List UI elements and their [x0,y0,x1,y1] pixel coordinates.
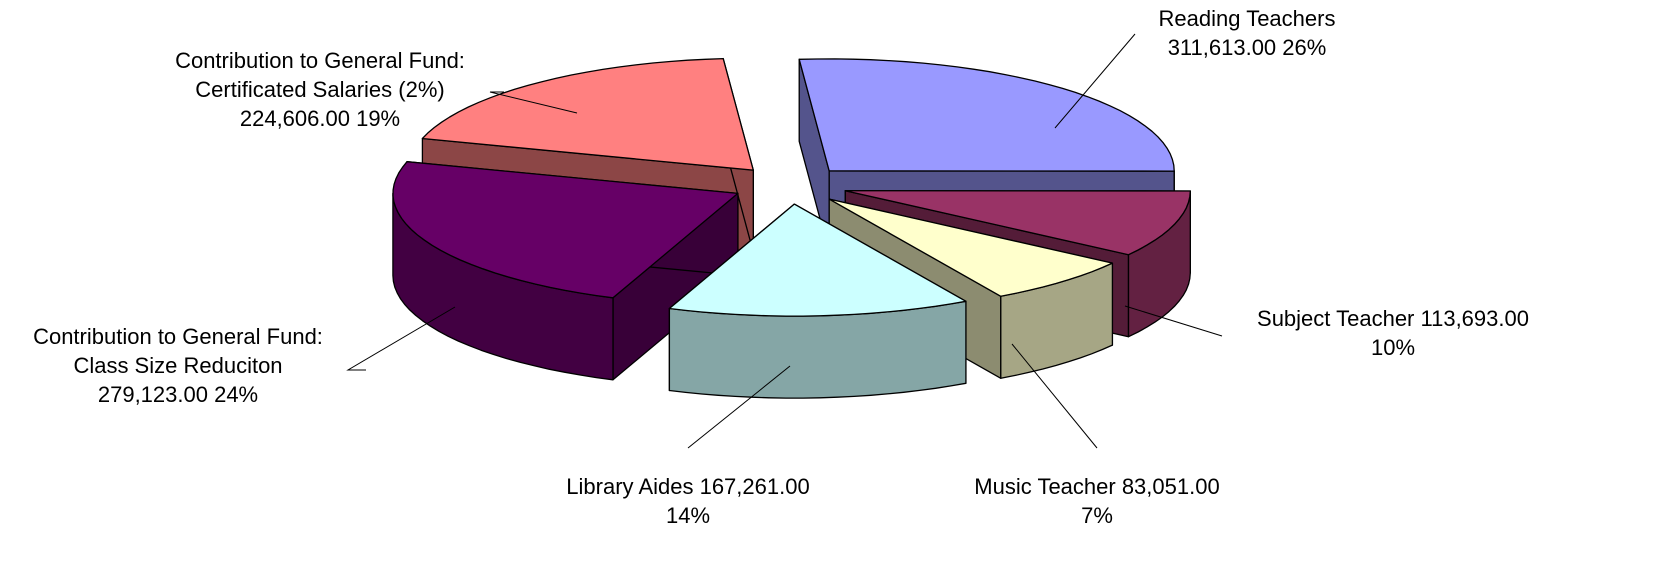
data-label-line: Contribution to General Fund: [175,48,465,73]
slice-top [421,57,754,171]
slice-top [844,190,1191,256]
data-label-reading-teachers: Reading Teachers 311,613.00 26% [1159,6,1336,60]
data-label-line: 10% [1371,335,1415,360]
data-label-line: 311,613.00 26% [1168,35,1327,60]
data-label-music-teacher: Music Teacher 83,051.00 7% [974,474,1219,528]
leader-lines [346,33,1223,449]
slice-top [828,198,1114,297]
slice-library-aides [668,203,967,399]
data-label-line: 279,123.00 24% [98,382,258,407]
labels-layer: Reading Teachers 311,613.00 26% Subject Te… [33,6,1529,528]
data-label-line: Reading Teachers [1159,6,1336,31]
data-label-line: Class Size Reduciton [73,353,282,378]
data-label-library-aides: Library Aides 167,261.00 14% [566,474,809,528]
leader-line-contribution-to-general-fund-class-size-reduciton [346,306,456,371]
leader-line-subject-teacher [1124,305,1223,337]
data-label-line: 14% [666,503,710,528]
data-label-line: Contribution to General Fund: [33,324,323,349]
slices-layer [392,57,1191,399]
slice-top [668,203,967,317]
slice-contribution-to-general-fund-class-size-reduciton [392,161,739,381]
data-label-contribution-to-general-fund-certificated-salaries-2: Contribution to General Fund: Certificate… [175,48,465,131]
data-label-subject-teacher: Subject Teacher 113,693.00 10% [1257,306,1529,360]
data-label-line: Music Teacher 83,051.00 [974,474,1219,499]
leader-line-reading-teachers [1054,33,1136,129]
data-label-line: Subject Teacher 113,693.00 [1257,306,1529,331]
data-label-line: 224,606.00 19% [240,106,400,131]
leader-line-library-aides [687,365,791,449]
leader-line-contribution-to-general-fund-certificated-salaries-2 [489,91,578,114]
data-label-line: Library Aides 167,261.00 [566,474,809,499]
slice-top [798,58,1175,172]
slice-top [392,161,739,299]
data-label-contribution-to-general-fund-class-size-reduciton: Contribution to General Fund: Class Size … [33,324,323,407]
data-label-line: 7% [1081,503,1113,528]
leader-line-music-teacher [1011,343,1098,449]
data-label-line: Certificated Salaries (2%) [195,77,444,102]
